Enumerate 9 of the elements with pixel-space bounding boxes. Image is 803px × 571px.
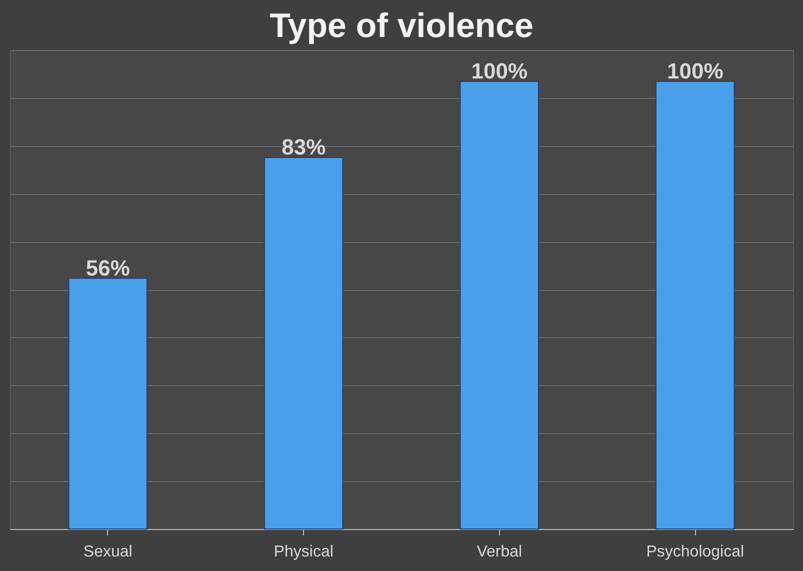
x-tick-label: Sexual — [83, 544, 132, 560]
data-label: 100% — [666, 58, 724, 84]
data-label: 56% — [86, 255, 130, 280]
data-label: 100% — [471, 58, 528, 84]
x-tick-label: Verbal — [476, 544, 522, 560]
data-label: 83% — [282, 134, 326, 160]
x-tick-label: Physical — [274, 544, 334, 560]
chart-title: Type of violence — [270, 7, 534, 45]
x-tick-label: Psychological — [646, 544, 744, 560]
